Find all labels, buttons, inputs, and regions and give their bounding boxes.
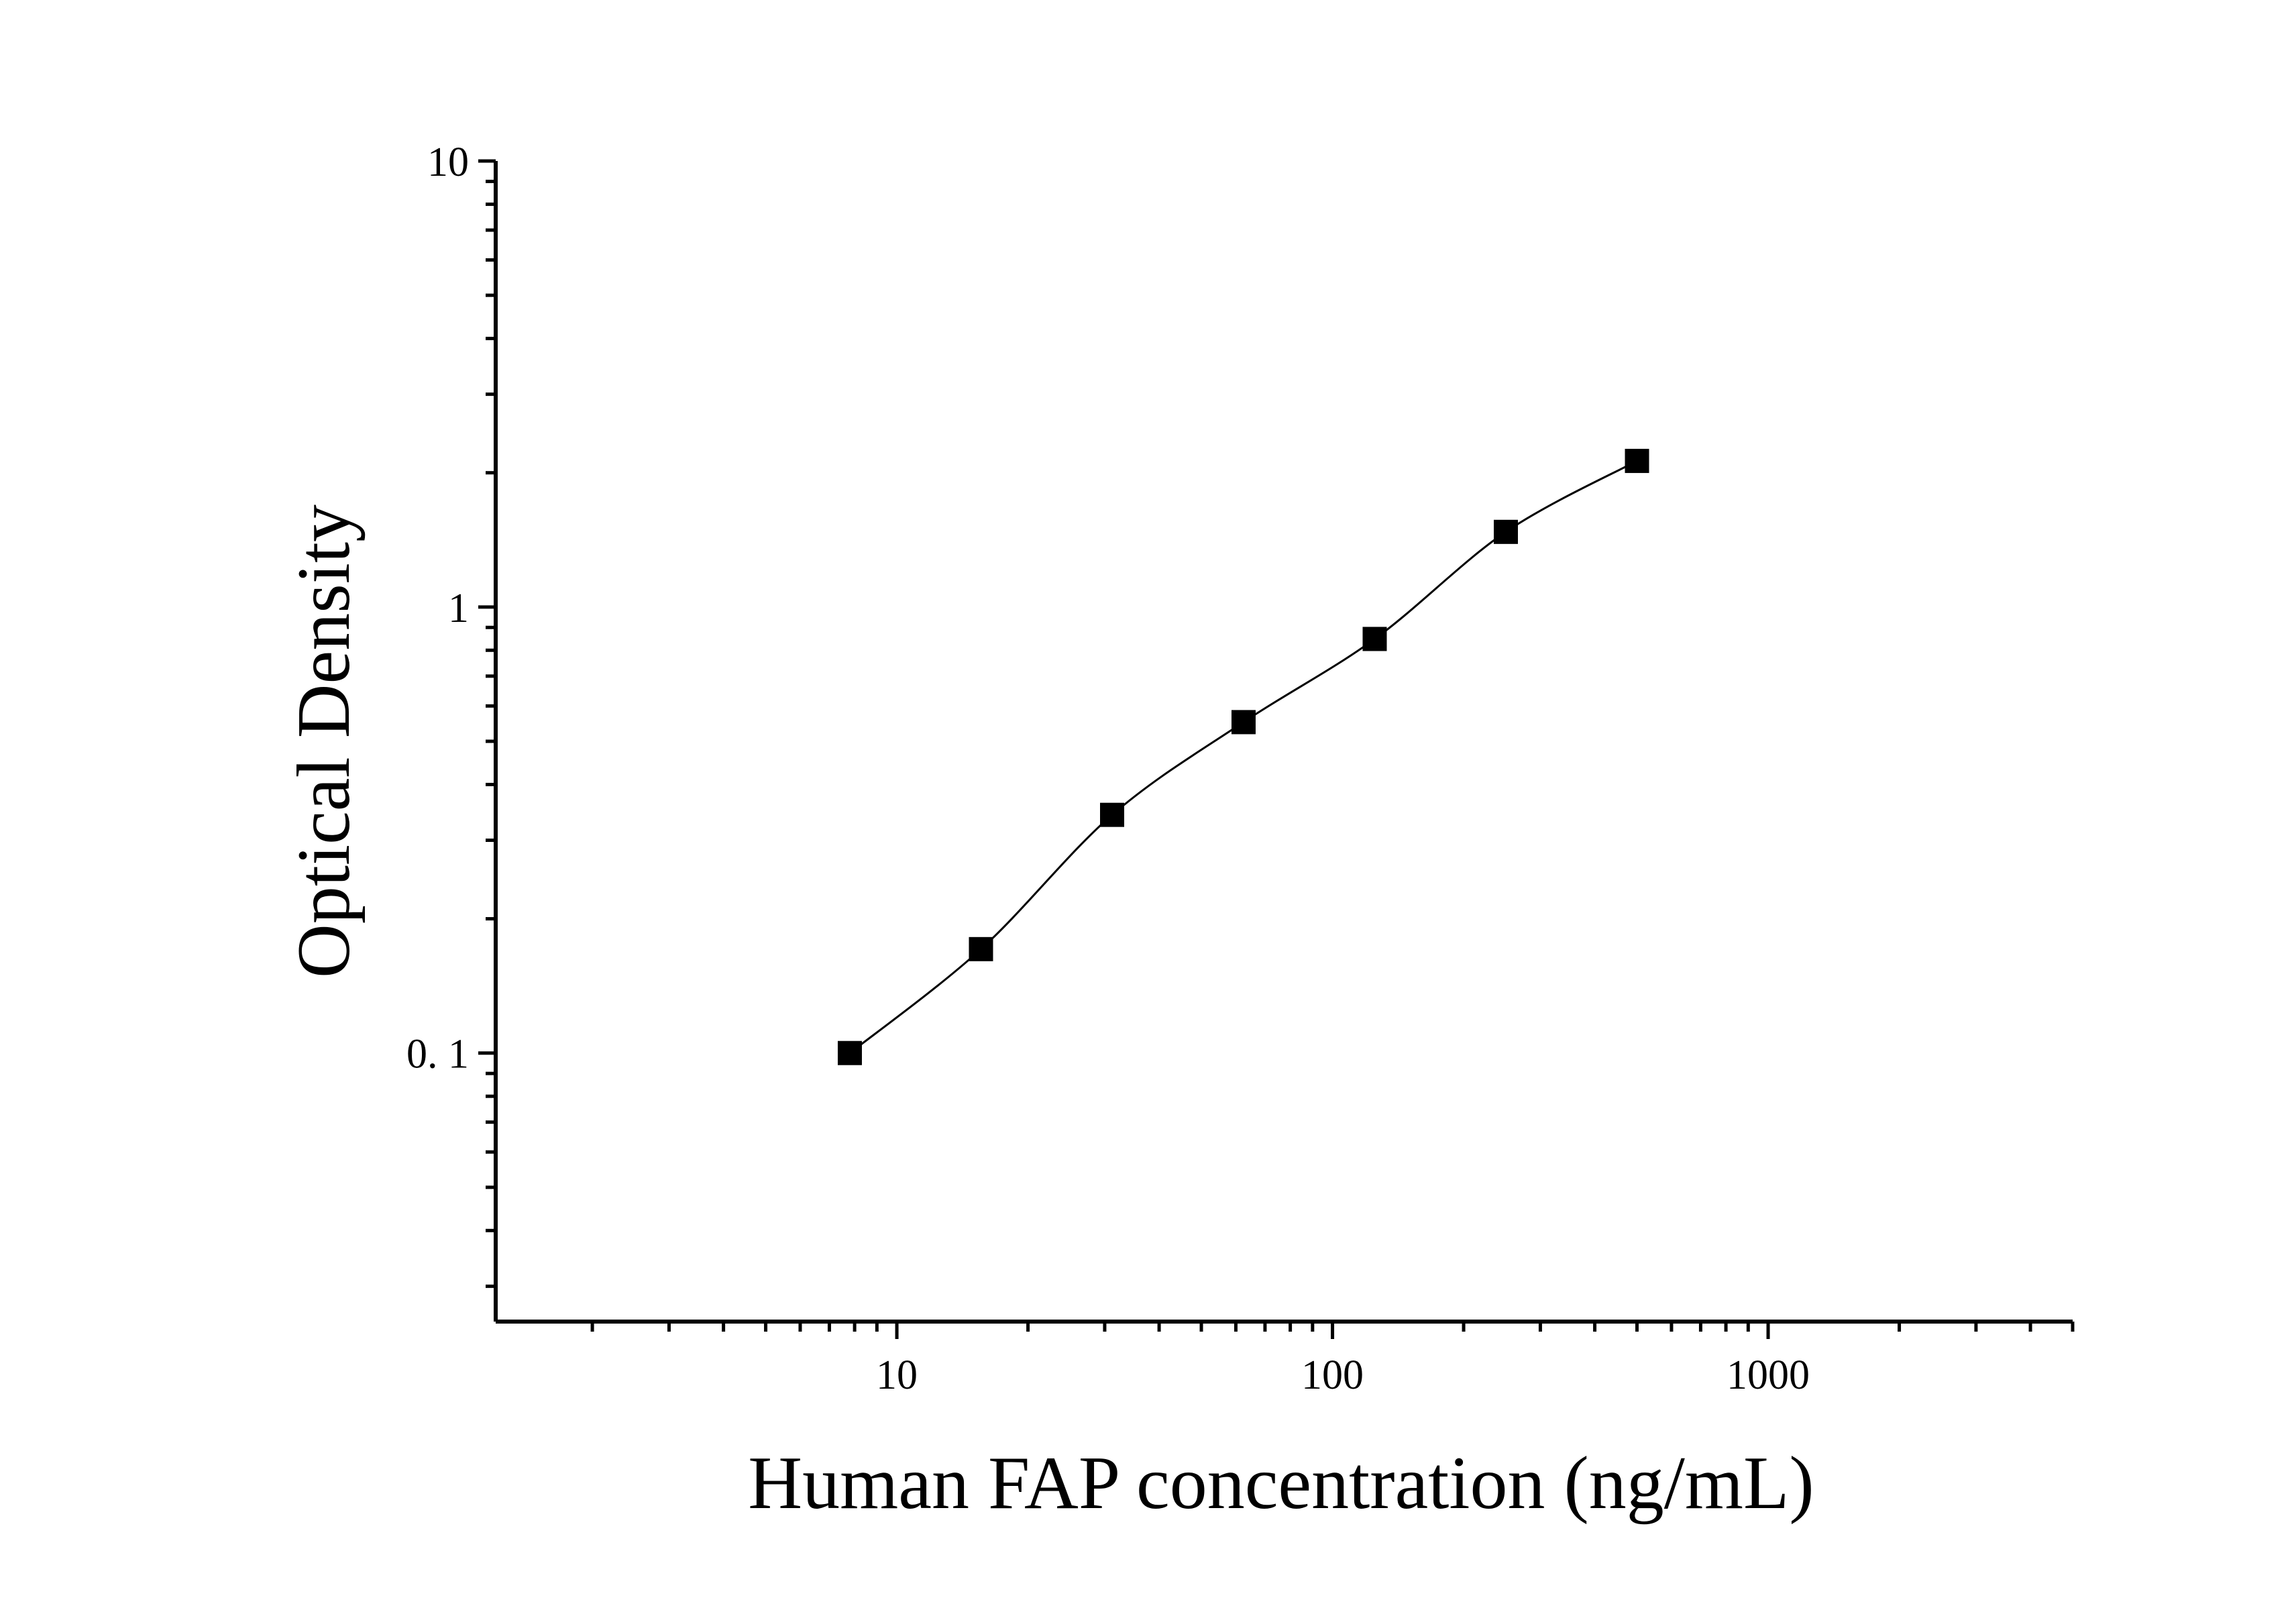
series xyxy=(837,449,1649,1065)
x-axis-title: Human FAP concentration (ng/mL) xyxy=(748,1442,1814,1525)
x-ticks xyxy=(590,1322,2075,1339)
y-tick-labels: 0. 1 1 10 xyxy=(406,140,469,1077)
y-axis-title: Optical Density xyxy=(282,504,366,978)
series-line xyxy=(849,460,1638,1054)
x-tick-label: 10 xyxy=(876,1352,918,1398)
x-tick-label: 100 xyxy=(1301,1352,1364,1398)
data-point xyxy=(1494,519,1518,544)
x-tick-labels: 10 100 1000 xyxy=(876,1352,1810,1398)
axes xyxy=(494,161,2073,1324)
y-tick-label: 1 xyxy=(448,586,469,631)
data-point xyxy=(1231,710,1256,735)
data-point xyxy=(1625,449,1649,474)
data-point xyxy=(837,1040,862,1065)
y-tick-label: 0. 1 xyxy=(406,1032,469,1077)
y-tick-label: 10 xyxy=(427,140,469,185)
data-point xyxy=(969,937,993,961)
data-point xyxy=(1362,627,1387,651)
data-point xyxy=(1100,802,1125,827)
y-ticks xyxy=(478,159,496,1288)
x-tick-label: 1000 xyxy=(1727,1352,1810,1398)
